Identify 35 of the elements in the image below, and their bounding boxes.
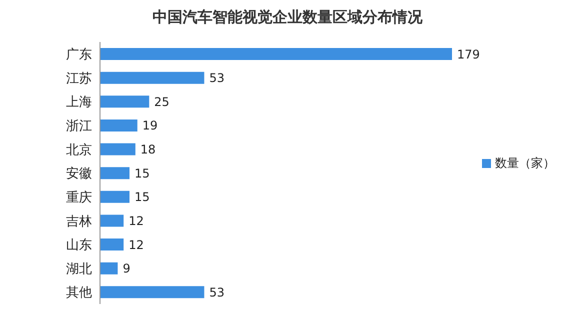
bar xyxy=(100,167,130,180)
data-label: 15 xyxy=(134,190,150,204)
y-tick-label: 北京 xyxy=(66,142,92,158)
data-label: 9 xyxy=(122,262,130,276)
bar xyxy=(100,48,452,60)
y-tick-label: 山东 xyxy=(66,238,92,254)
bar xyxy=(100,190,130,203)
bar xyxy=(100,96,150,108)
y-tick-label: 浙江 xyxy=(66,118,92,134)
y-tick-label: 广东 xyxy=(66,48,92,63)
chart-title: 中国汽车智能视觉企业数量区域分布情况 xyxy=(152,8,424,27)
y-tick-label: 湖北 xyxy=(66,262,92,277)
bar xyxy=(100,214,124,227)
data-label: 12 xyxy=(128,238,144,252)
data-label: 19 xyxy=(142,118,158,133)
bar xyxy=(100,143,136,156)
bar xyxy=(100,72,204,84)
bar xyxy=(100,119,138,132)
data-label: 179 xyxy=(457,47,480,62)
y-tick-label: 重庆 xyxy=(66,190,92,206)
y-tick-label: 吉林 xyxy=(66,214,92,230)
legend-label: 数量（家） xyxy=(495,156,555,170)
data-label: 53 xyxy=(209,71,225,86)
bar xyxy=(100,286,204,298)
y-tick-label: 上海 xyxy=(66,95,92,110)
y-tick-label: 江苏 xyxy=(66,71,92,86)
data-label: 15 xyxy=(134,166,150,180)
y-tick-label: 其他 xyxy=(66,286,92,301)
bar xyxy=(100,262,118,274)
data-label: 53 xyxy=(209,285,225,300)
data-label: 18 xyxy=(140,142,156,157)
bar xyxy=(100,238,124,251)
data-label: 12 xyxy=(128,214,144,228)
y-tick-label: 安徽 xyxy=(66,166,92,182)
data-label: 25 xyxy=(154,94,170,109)
